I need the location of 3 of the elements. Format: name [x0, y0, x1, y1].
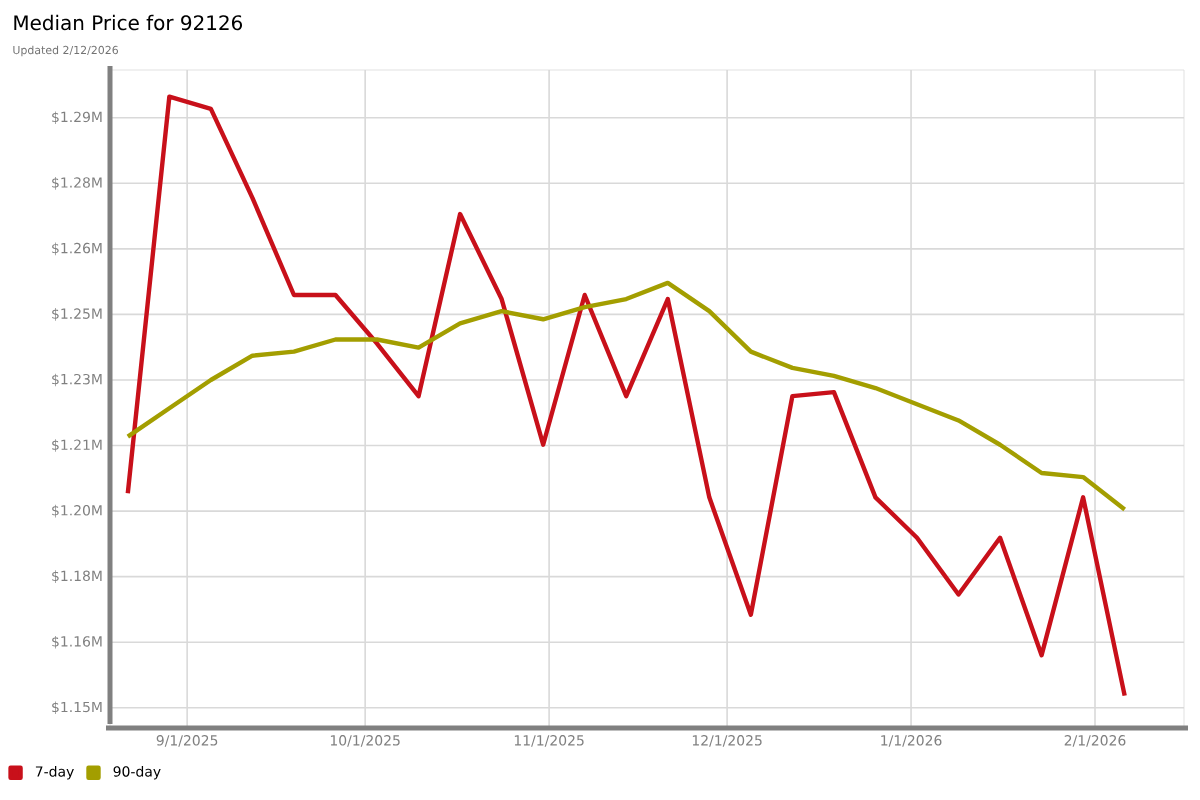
chart-title: Median Price for 92126: [14, 14, 243, 31]
line-series: [125, 280, 1127, 512]
line-series: [125, 94, 1127, 698]
